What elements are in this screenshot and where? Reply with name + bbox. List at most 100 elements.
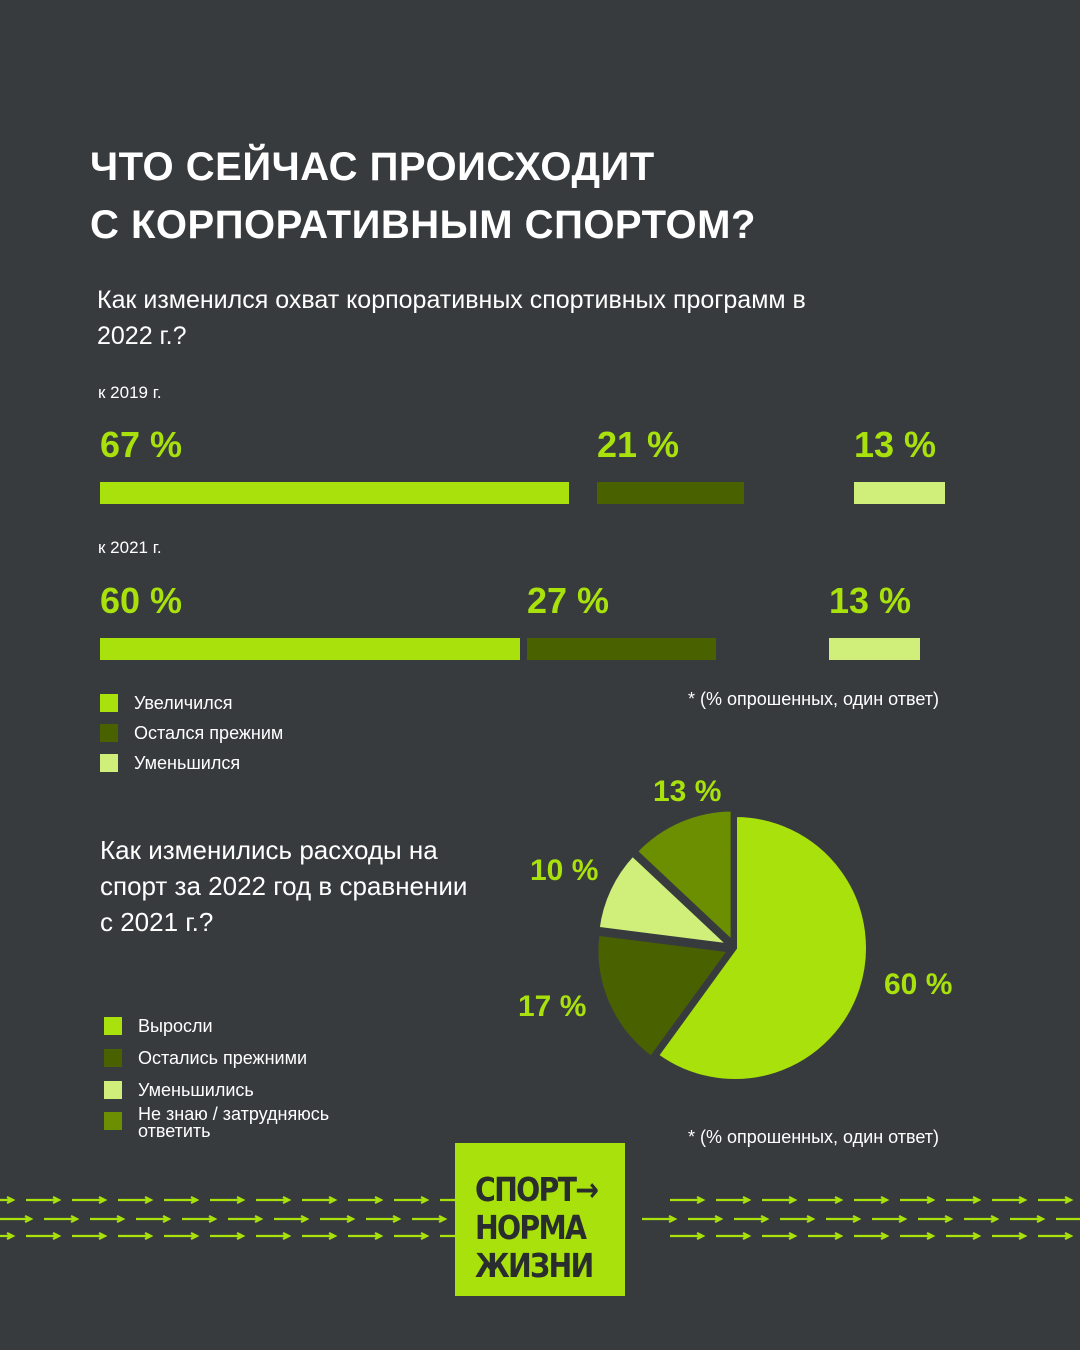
logo-arrow-icon: → [575, 1170, 600, 1209]
legend-item: Увеличился [100, 688, 283, 718]
pie-value-label: 10 % [530, 854, 599, 887]
logo: СПОРТ→ НОРМА ЖИЗНИ [455, 1143, 625, 1296]
arrow-pattern-icon [670, 1232, 706, 1240]
arrow-pattern-icon [1010, 1215, 1046, 1223]
arrow-pattern-icon [164, 1232, 200, 1240]
arrow-pattern-icon [826, 1215, 862, 1223]
arrow-pattern-icon [118, 1232, 154, 1240]
arrow-pattern-icon [872, 1215, 908, 1223]
arrow-pattern-icon [394, 1196, 430, 1204]
bar-chart-question: Как изменился охват корпоративных спорти… [97, 286, 806, 350]
legend-item: Уменьшились [104, 1074, 368, 1106]
arrow-pattern-icon [302, 1196, 338, 1204]
arrow-pattern-icon [918, 1215, 954, 1223]
legend-item: Уменьшился [100, 748, 283, 778]
legend-swatch [104, 1081, 122, 1099]
arrow-pattern-icon [164, 1196, 200, 1204]
bar-value-label: 27 % [527, 580, 610, 621]
bar-value-label: 13 % [854, 424, 937, 465]
arrow-pattern-icon [366, 1215, 402, 1223]
arrow-pattern-icon [946, 1232, 982, 1240]
bar-2019-increased [100, 482, 569, 504]
legend-label: Остались прежними [138, 1047, 308, 1068]
arrow-pattern-icon [688, 1215, 724, 1223]
arrow-pattern-icon [256, 1232, 292, 1240]
arrow-pattern-icon [762, 1232, 798, 1240]
legend-item: Остались прежними [104, 1042, 368, 1074]
arrow-pattern-icon [964, 1215, 1000, 1223]
arrow-pattern-icon [900, 1196, 936, 1204]
legend-swatch [104, 1112, 122, 1130]
bar-chart-note: * (% опрошенных, один ответ) [688, 689, 940, 709]
pie-value-label: 60 % [884, 968, 953, 1001]
logo-line-1: СПОРТ→ [475, 1171, 599, 1209]
arrow-pattern-icon [992, 1232, 1028, 1240]
arrow-pattern-icon [946, 1196, 982, 1204]
arrow-pattern-icon [0, 1215, 34, 1223]
arrow-pattern-icon [90, 1215, 126, 1223]
pie-value-label: 17 % [518, 990, 587, 1023]
arrow-pattern-icon [26, 1196, 62, 1204]
arrow-pattern-icon [302, 1232, 338, 1240]
bar-2019-same [597, 482, 744, 504]
legend-label: Уменьшились [138, 1079, 254, 1100]
legend-swatch [104, 1049, 122, 1067]
arrow-pattern-icon [210, 1232, 246, 1240]
arrow-pattern-icon [716, 1232, 752, 1240]
pie-slice [632, 807, 735, 948]
arrow-pattern-icon [136, 1215, 172, 1223]
arrow-pattern-icon [808, 1196, 844, 1204]
legend-swatch [104, 1017, 122, 1035]
page-title-line-2: С КОРПОРАТИВНЫМ СПОРТОМ? [90, 203, 756, 247]
arrow-pattern-icon [642, 1215, 678, 1223]
legend-swatch [100, 724, 118, 742]
logo-wordmark: СПОРТ→ НОРМА ЖИЗНИ [475, 1171, 599, 1285]
arrow-pattern-icon [0, 1196, 16, 1204]
arrow-pattern-icon [780, 1215, 816, 1223]
page-title: ЧТО СЕЙЧАС ПРОИСХОДИТ С КОРПОРАТИВНЫМ СП… [90, 138, 756, 254]
pie-slice [654, 812, 870, 1083]
pie-chart-note: * (% опрошенных, один ответ) [688, 1127, 940, 1147]
arrow-pattern-icon [762, 1196, 798, 1204]
arrow-pattern-icon [348, 1196, 384, 1204]
bar-value-label: 60 % [100, 580, 183, 621]
arrow-pattern-icon [0, 1232, 16, 1240]
arrow-pattern-icon [348, 1232, 384, 1240]
arrow-pattern-icon [992, 1196, 1028, 1204]
legend-label: Уменьшился [134, 752, 241, 773]
pie-value-label: 13 % [653, 775, 722, 808]
arrow-pattern-icon [670, 1196, 706, 1204]
arrow-pattern-icon [1056, 1217, 1080, 1221]
arrow-pattern-icon [72, 1232, 108, 1240]
pie-chart [594, 807, 870, 1083]
arrow-pattern-icon [44, 1215, 80, 1223]
arrow-pattern-icon [1038, 1196, 1074, 1204]
arrow-pattern-icon [320, 1215, 356, 1223]
bar-2021-increased [100, 638, 520, 660]
bar-2019-decreased [854, 482, 945, 504]
page-title-line-1: ЧТО СЕЙЧАС ПРОИСХОДИТ [90, 145, 655, 189]
arrow-pattern-icon [210, 1196, 246, 1204]
bar-2021-decreased [829, 638, 920, 660]
logo-word-sport: СПОРТ [475, 1170, 577, 1209]
arrow-pattern-icon [256, 1196, 292, 1204]
pie-legend: Выросли Остались прежними Уменьшились Не… [104, 1010, 368, 1146]
legend-swatch [100, 694, 118, 712]
arrow-pattern-icon [808, 1232, 844, 1240]
arrow-pattern-icon [394, 1232, 430, 1240]
legend-label: Остался прежним [134, 722, 284, 743]
arrow-pattern-icon [182, 1215, 218, 1223]
legend-label: Выросли [138, 1015, 213, 1036]
arrow-pattern-icon [412, 1215, 448, 1223]
arrow-pattern-icon [854, 1232, 890, 1240]
bar-value-label: 13 % [829, 580, 912, 621]
legend-item: Выросли [104, 1010, 368, 1042]
arrow-pattern-icon [228, 1215, 264, 1223]
logo-line-3: ЖИЗНИ [475, 1246, 594, 1285]
arrow-pattern-icon [274, 1215, 310, 1223]
arrow-pattern-icon [1038, 1232, 1074, 1240]
arrow-pattern-icon [854, 1196, 890, 1204]
pie-slice [595, 851, 736, 949]
group-label-2019: к 2019 г. [98, 383, 162, 402]
arrow-pattern-icon [26, 1232, 62, 1240]
